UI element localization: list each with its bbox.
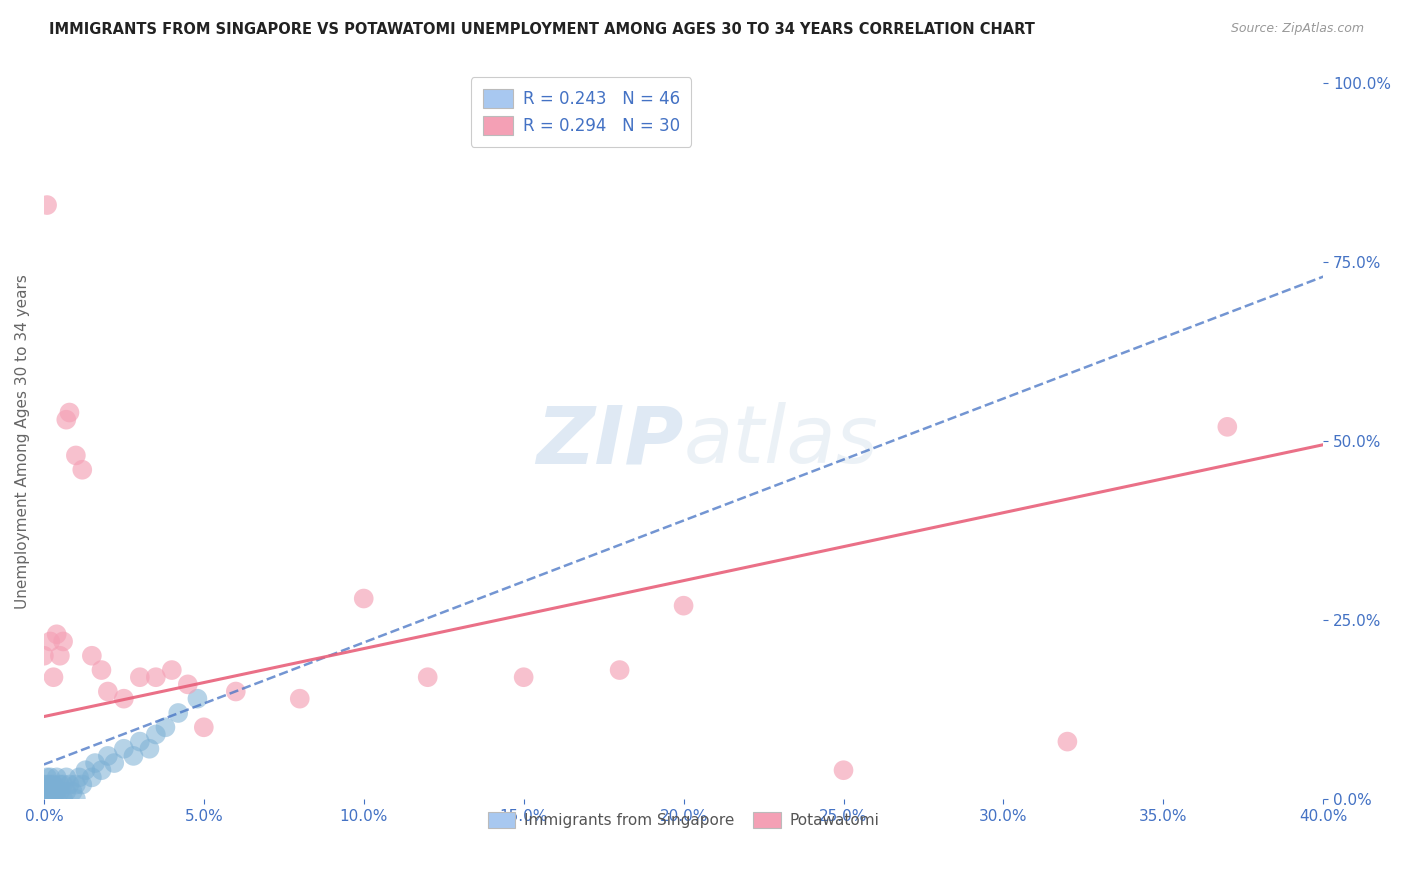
Point bbox=[39, 634, 62, 648]
Point bbox=[672, 599, 695, 613]
Point bbox=[49, 778, 72, 792]
Point bbox=[193, 720, 215, 734]
Point bbox=[55, 785, 77, 799]
Point bbox=[128, 670, 150, 684]
Point bbox=[32, 792, 55, 806]
Point bbox=[155, 720, 177, 734]
Point bbox=[35, 785, 58, 799]
Point bbox=[42, 785, 65, 799]
Point bbox=[45, 770, 67, 784]
Point bbox=[112, 691, 135, 706]
Point bbox=[145, 727, 167, 741]
Point bbox=[42, 670, 65, 684]
Point bbox=[97, 748, 120, 763]
Point bbox=[65, 449, 87, 463]
Text: ZIP: ZIP bbox=[536, 402, 683, 480]
Point bbox=[112, 741, 135, 756]
Point bbox=[288, 691, 311, 706]
Y-axis label: Unemployment Among Ages 30 to 34 years: Unemployment Among Ages 30 to 34 years bbox=[15, 274, 30, 608]
Point bbox=[90, 663, 112, 677]
Point bbox=[55, 770, 77, 784]
Point bbox=[42, 792, 65, 806]
Point bbox=[58, 778, 80, 792]
Point bbox=[52, 778, 75, 792]
Point bbox=[58, 405, 80, 419]
Point bbox=[80, 648, 103, 663]
Point bbox=[45, 792, 67, 806]
Point bbox=[39, 785, 62, 799]
Point bbox=[42, 778, 65, 792]
Point bbox=[609, 663, 631, 677]
Point bbox=[32, 792, 55, 806]
Point bbox=[72, 778, 94, 792]
Point bbox=[39, 778, 62, 792]
Point bbox=[1056, 734, 1078, 748]
Point bbox=[103, 756, 125, 770]
Point bbox=[32, 778, 55, 792]
Point bbox=[832, 763, 855, 777]
Point bbox=[353, 591, 375, 606]
Point bbox=[67, 770, 90, 784]
Point bbox=[52, 634, 75, 648]
Point bbox=[62, 785, 84, 799]
Point bbox=[55, 412, 77, 426]
Point bbox=[84, 756, 107, 770]
Point bbox=[39, 792, 62, 806]
Point bbox=[65, 778, 87, 792]
Point bbox=[49, 648, 72, 663]
Point bbox=[1216, 420, 1239, 434]
Point bbox=[35, 778, 58, 792]
Text: IMMIGRANTS FROM SINGAPORE VS POTAWATOMI UNEMPLOYMENT AMONG AGES 30 TO 34 YEARS C: IMMIGRANTS FROM SINGAPORE VS POTAWATOMI … bbox=[49, 22, 1035, 37]
Point bbox=[49, 785, 72, 799]
Point bbox=[52, 792, 75, 806]
Point bbox=[177, 677, 200, 691]
Point bbox=[45, 627, 67, 641]
Point bbox=[72, 463, 94, 477]
Point bbox=[90, 763, 112, 777]
Point bbox=[122, 748, 145, 763]
Point bbox=[32, 648, 55, 663]
Point bbox=[32, 785, 55, 799]
Point bbox=[416, 670, 439, 684]
Point bbox=[45, 785, 67, 799]
Point bbox=[167, 706, 190, 720]
Point bbox=[32, 792, 55, 806]
Point bbox=[80, 770, 103, 784]
Point bbox=[65, 792, 87, 806]
Point bbox=[35, 792, 58, 806]
Point bbox=[35, 770, 58, 784]
Point bbox=[128, 734, 150, 748]
Point bbox=[75, 763, 97, 777]
Point bbox=[225, 684, 247, 698]
Point bbox=[35, 792, 58, 806]
Point bbox=[160, 663, 183, 677]
Point bbox=[35, 198, 58, 212]
Point bbox=[138, 741, 160, 756]
Point bbox=[186, 691, 208, 706]
Point bbox=[145, 670, 167, 684]
Point bbox=[39, 770, 62, 784]
Point bbox=[512, 670, 534, 684]
Legend: Immigrants from Singapore, Potawatomi: Immigrants from Singapore, Potawatomi bbox=[481, 805, 886, 834]
Text: Source: ZipAtlas.com: Source: ZipAtlas.com bbox=[1230, 22, 1364, 36]
Text: atlas: atlas bbox=[683, 402, 879, 480]
Point bbox=[97, 684, 120, 698]
